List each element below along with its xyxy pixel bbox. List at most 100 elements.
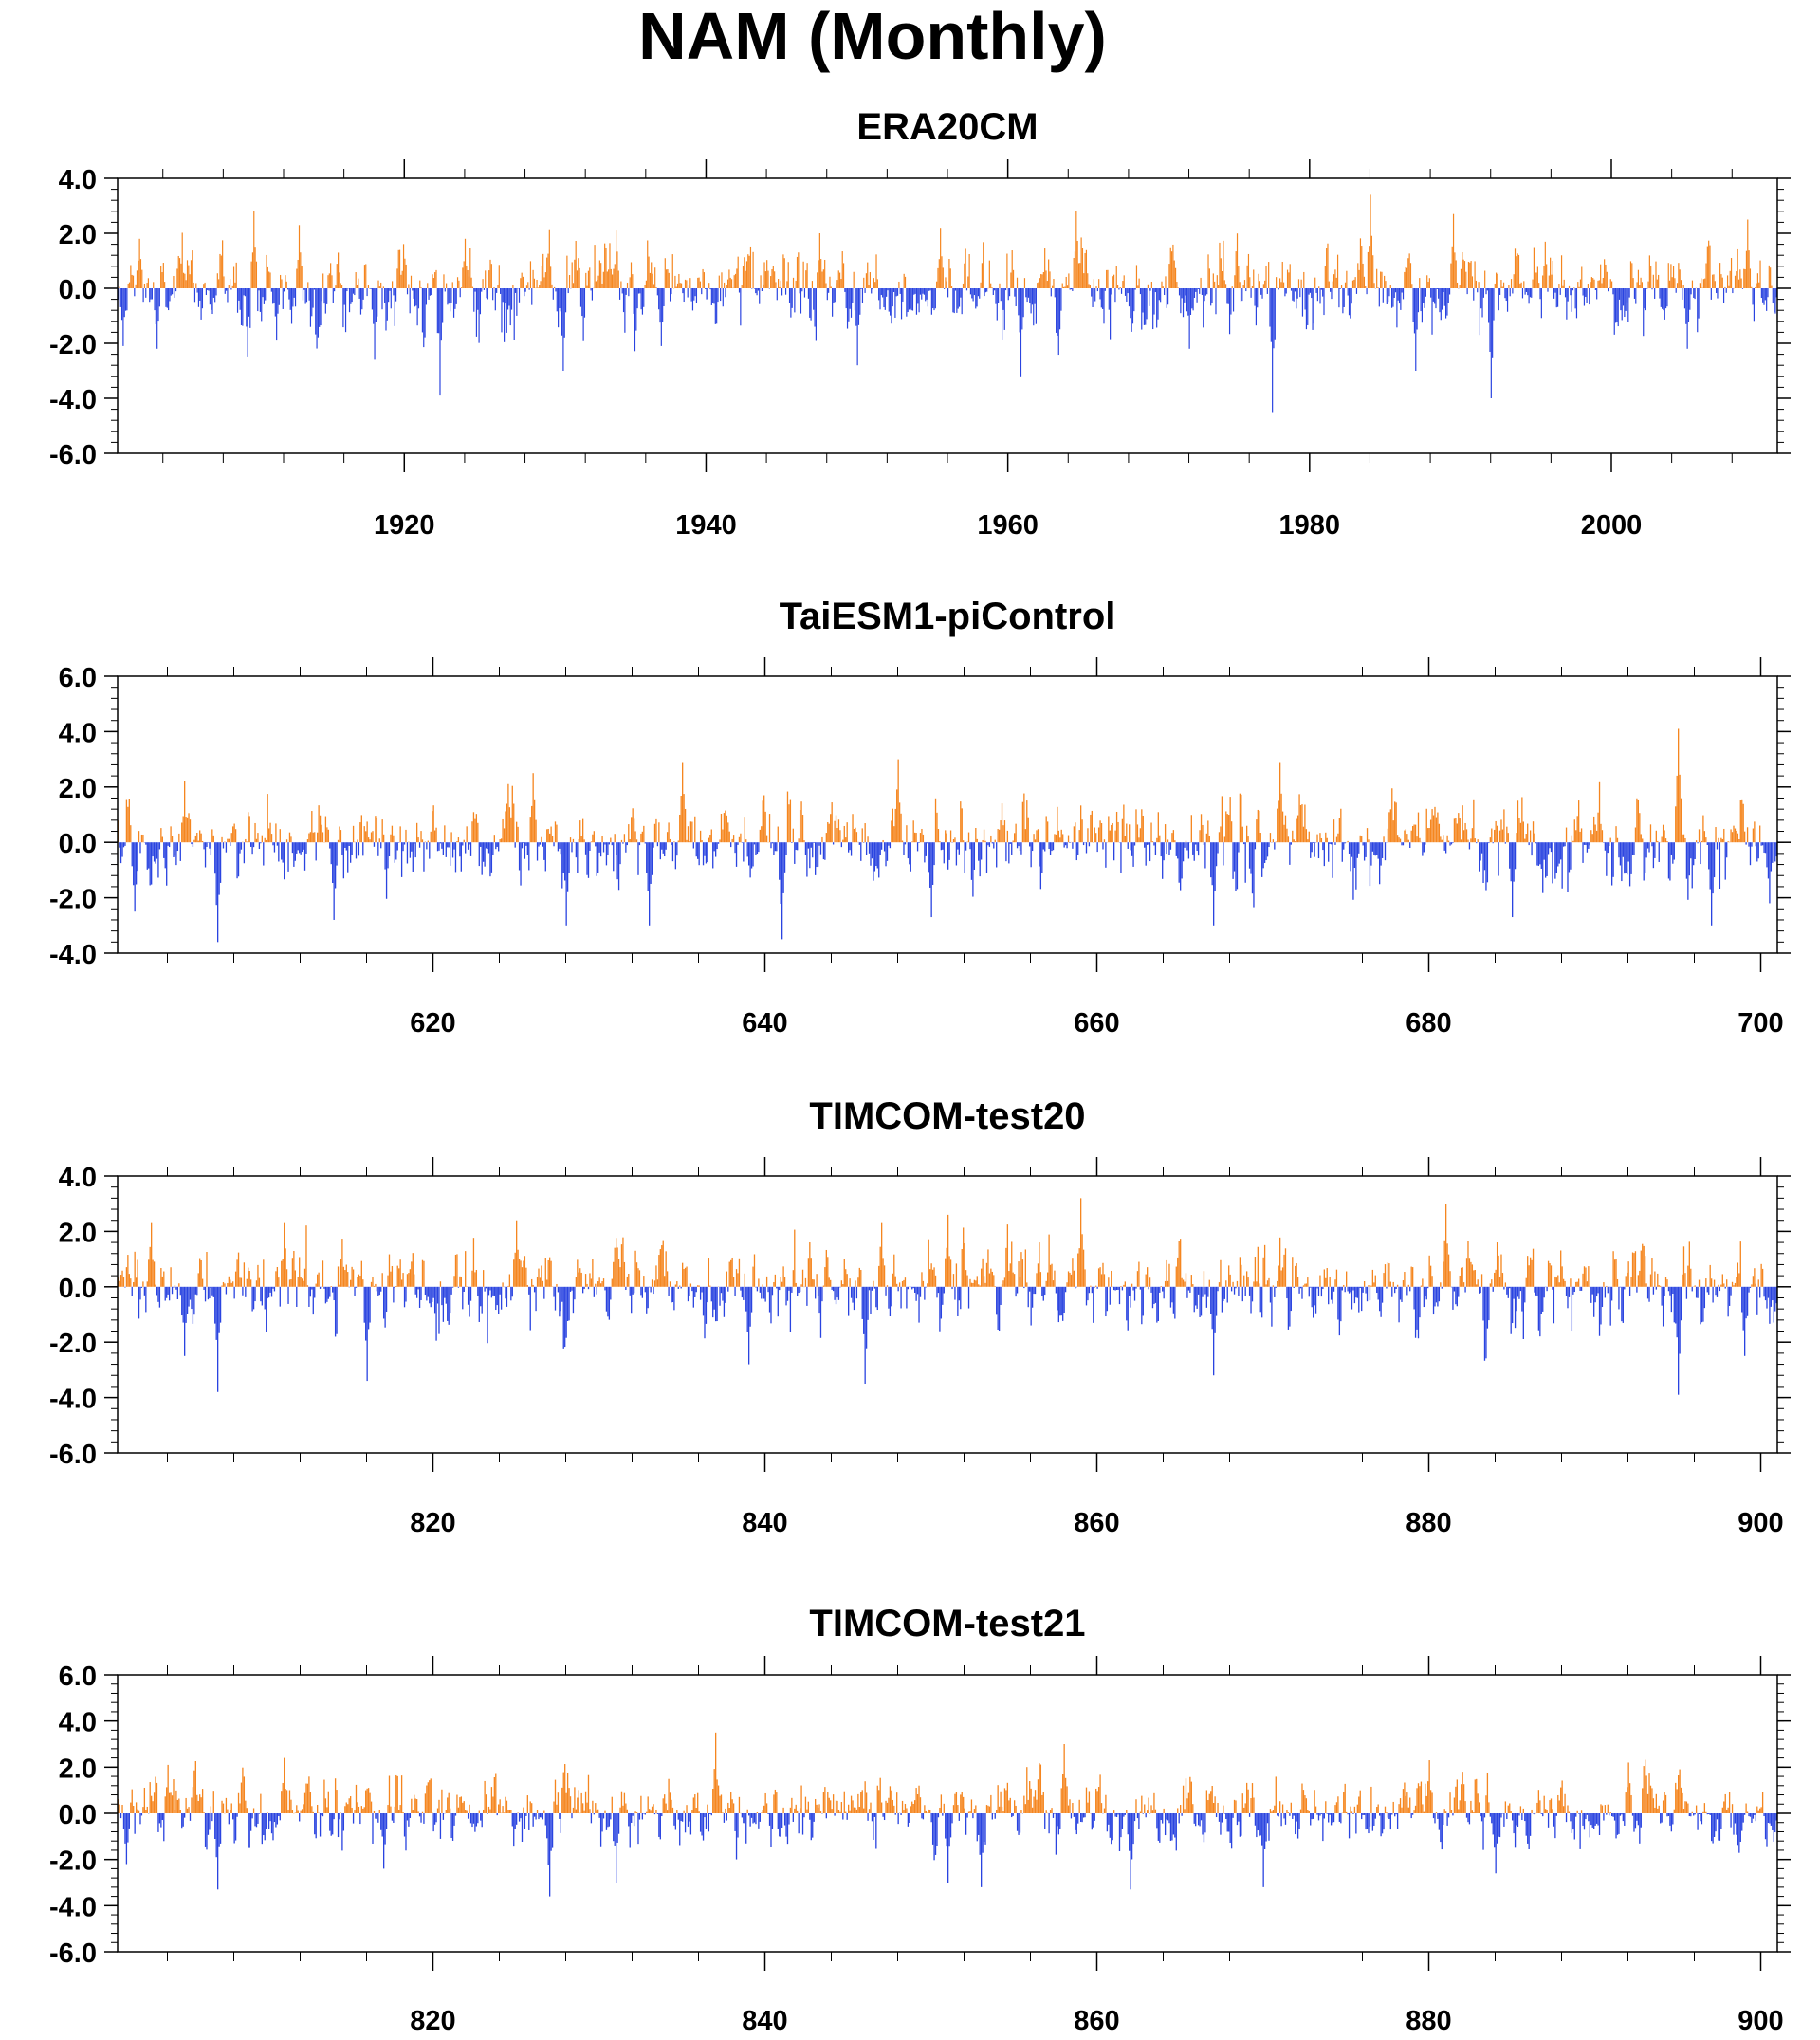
bar bbox=[821, 1286, 823, 1302]
bar bbox=[933, 1267, 935, 1287]
bar bbox=[916, 842, 919, 852]
bar bbox=[1727, 1286, 1729, 1317]
bar bbox=[782, 842, 784, 893]
bar bbox=[850, 288, 853, 318]
bar bbox=[472, 1813, 475, 1824]
bar bbox=[467, 842, 469, 850]
bar bbox=[1244, 842, 1246, 883]
bar bbox=[184, 1286, 186, 1356]
bar bbox=[1652, 274, 1654, 288]
bar bbox=[740, 1286, 742, 1291]
bar bbox=[1222, 271, 1223, 288]
bar bbox=[388, 288, 390, 303]
y-tick-label: 2.0 bbox=[59, 774, 97, 804]
bar bbox=[1034, 288, 1036, 304]
bar bbox=[390, 834, 392, 843]
bar bbox=[1311, 1286, 1313, 1308]
bar bbox=[165, 288, 167, 307]
bar bbox=[861, 1286, 863, 1319]
bar bbox=[1453, 1286, 1456, 1292]
bar bbox=[993, 842, 995, 849]
bar bbox=[777, 1813, 779, 1829]
bar bbox=[1275, 1776, 1277, 1813]
bar bbox=[1712, 1286, 1714, 1303]
bar bbox=[894, 808, 896, 843]
bar bbox=[676, 842, 678, 856]
bar bbox=[301, 1809, 303, 1813]
bar bbox=[1217, 1802, 1219, 1813]
bar bbox=[507, 783, 509, 843]
bar bbox=[1713, 274, 1715, 288]
bar bbox=[625, 842, 627, 853]
bar bbox=[737, 256, 739, 288]
bar bbox=[1290, 1802, 1292, 1813]
bar bbox=[879, 842, 881, 855]
bar bbox=[679, 814, 681, 843]
y-tick-label: 4.0 bbox=[59, 165, 97, 195]
bar bbox=[502, 1806, 504, 1813]
bar bbox=[732, 1277, 735, 1287]
bar bbox=[1265, 1813, 1267, 1842]
bar bbox=[692, 842, 694, 849]
bar bbox=[403, 842, 406, 845]
bar bbox=[1396, 835, 1399, 843]
bar bbox=[1621, 842, 1623, 882]
bar bbox=[736, 268, 738, 288]
bar bbox=[1073, 1813, 1075, 1817]
bar bbox=[1456, 823, 1458, 843]
bar bbox=[1091, 288, 1093, 297]
bar bbox=[951, 1813, 953, 1824]
bar bbox=[424, 288, 426, 338]
bar bbox=[433, 830, 436, 843]
bar bbox=[345, 842, 347, 851]
bar bbox=[390, 1806, 392, 1813]
bar bbox=[1612, 1251, 1614, 1287]
bar bbox=[540, 281, 542, 288]
bar bbox=[687, 1813, 689, 1827]
bar bbox=[1094, 288, 1096, 302]
bar bbox=[1253, 1797, 1255, 1813]
bar bbox=[1419, 1286, 1421, 1318]
bar bbox=[788, 288, 791, 303]
bar bbox=[1166, 1259, 1167, 1287]
bar bbox=[1256, 1813, 1258, 1838]
bar bbox=[846, 1813, 848, 1820]
bar bbox=[1627, 1261, 1629, 1287]
bar bbox=[1748, 250, 1750, 288]
bar bbox=[687, 1286, 689, 1302]
bar bbox=[791, 1286, 793, 1293]
bar bbox=[291, 1810, 294, 1813]
bar bbox=[495, 1286, 497, 1311]
bar bbox=[706, 288, 708, 300]
bar bbox=[1672, 1286, 1674, 1295]
bar bbox=[898, 1282, 901, 1287]
bar bbox=[1666, 841, 1668, 843]
bar bbox=[673, 1286, 675, 1311]
bar bbox=[1761, 1268, 1764, 1287]
bar bbox=[1022, 288, 1024, 318]
bar bbox=[1288, 272, 1290, 288]
bar bbox=[641, 831, 644, 843]
bar bbox=[720, 813, 723, 843]
bar bbox=[1769, 1286, 1771, 1324]
bar bbox=[918, 1785, 920, 1813]
bar bbox=[1389, 1281, 1391, 1287]
bar bbox=[778, 279, 780, 288]
bar bbox=[1576, 816, 1578, 843]
bar bbox=[997, 829, 999, 843]
bar bbox=[1235, 251, 1237, 288]
bar bbox=[139, 1286, 141, 1300]
bar bbox=[689, 821, 692, 843]
bar bbox=[572, 1286, 575, 1314]
bar bbox=[236, 842, 238, 879]
bar bbox=[911, 1801, 913, 1813]
bar bbox=[1199, 1813, 1201, 1827]
bar bbox=[607, 1813, 609, 1828]
bar bbox=[1350, 1286, 1351, 1293]
bar bbox=[1690, 288, 1692, 295]
bar bbox=[395, 842, 397, 860]
bar bbox=[1733, 1285, 1735, 1287]
bar bbox=[1422, 1278, 1424, 1287]
bar bbox=[441, 1286, 443, 1306]
bar bbox=[623, 1792, 626, 1813]
